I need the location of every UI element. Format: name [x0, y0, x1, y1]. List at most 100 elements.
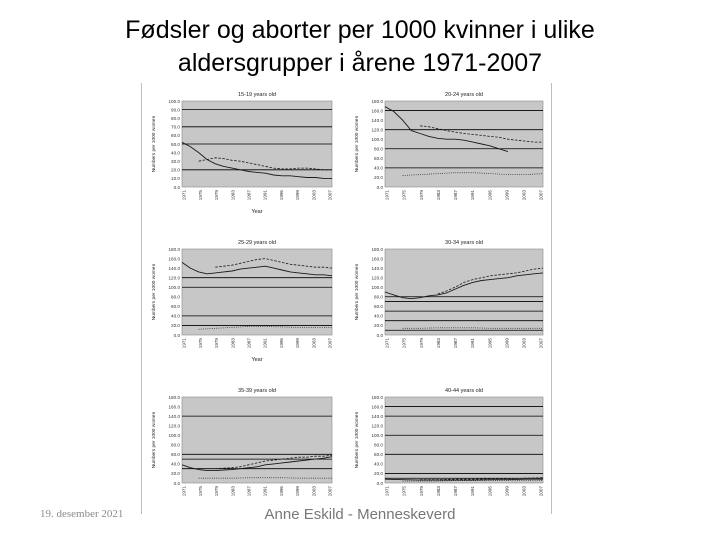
x-tick-label: 2007 — [328, 486, 333, 497]
x-tick-label: 1999 — [504, 338, 509, 349]
y-tick-label: 40.0 — [171, 462, 180, 467]
y-tick-label: 140.0 — [372, 414, 384, 419]
x-tick-label: 1987 — [453, 190, 458, 201]
y-tick-label: 60.0 — [171, 452, 180, 457]
x-tick-label: 1979 — [419, 486, 424, 497]
y-tick-label: 0.0 — [377, 481, 384, 486]
x-tick-label: 1971 — [385, 486, 390, 497]
x-axis-label: Year — [251, 209, 262, 215]
y-axis-label: Numbers per 1000 women — [151, 263, 157, 320]
x-tick-label: 1975 — [402, 338, 407, 349]
x-tick-label: 1979 — [214, 190, 219, 201]
x-tick-label: 1999 — [504, 190, 509, 201]
y-tick-label: 20.0 — [374, 471, 383, 476]
x-tick-label: 1999 — [504, 486, 509, 497]
y-tick-label: 160.0 — [169, 404, 181, 409]
y-tick-label: 40.0 — [374, 314, 383, 319]
chart-panel-6: 40-44 years old 180.0 160.0 140.0 120.0 100.0… — [354, 388, 544, 496]
y-tick-label: 140.0 — [169, 266, 181, 271]
series-line-1 — [181, 262, 333, 277]
y-tick-label: 0.0 — [174, 481, 181, 486]
series-line-3 — [402, 480, 543, 482]
x-tick-label: 1991 — [470, 338, 475, 349]
series-line-1 — [384, 478, 543, 481]
y-tick-label: 120.0 — [169, 423, 181, 428]
panel-title: 35-39 years old — [238, 388, 276, 394]
y-tick-label: 20.0 — [171, 323, 180, 328]
y-axis-label: Numbers per 1000 women — [354, 115, 360, 172]
x-tick-label: 1979 — [419, 338, 424, 349]
y-tick-label: 160.0 — [169, 256, 181, 261]
footer-author: Anne Eskild - Menneskeverd — [264, 506, 456, 523]
y-tick-label: 160.0 — [372, 108, 384, 113]
y-tick-label: 40.0 — [374, 166, 383, 171]
y-tick-label: 100.0 — [372, 285, 384, 290]
y-tick-label: 0.0 — [377, 185, 384, 190]
x-tick-label: 1991 — [470, 190, 475, 201]
y-axis-label: Numbers per 1000 women — [151, 115, 157, 172]
y-tick-label: 40.0 — [171, 314, 180, 319]
x-tick-label: 2003 — [311, 486, 316, 497]
plot-area — [384, 100, 544, 188]
y-tick-label: 60.0 — [171, 133, 180, 138]
plot-area — [384, 248, 544, 336]
y-tick-label: 60.0 — [171, 304, 180, 309]
panel-title: 15-19 years old — [238, 92, 276, 98]
y-tick-label: 50.0 — [171, 142, 180, 147]
y-tick-label: 20.0 — [171, 471, 180, 476]
x-tick-label: 1987 — [453, 338, 458, 349]
y-tick-label: 180.0 — [169, 395, 181, 400]
y-tick-label: 80.0 — [171, 116, 180, 121]
x-tick-label: 1995 — [279, 190, 284, 201]
x-tick-label: 1971 — [182, 338, 187, 349]
x-tick-label: 1971 — [182, 486, 187, 497]
x-tick-label: 1987 — [246, 338, 251, 349]
chart-panel-3: 25-29 years old 180.0 160.0 140.0 120.0 100.0… — [151, 240, 333, 363]
x-tick-label: 1971 — [385, 190, 390, 201]
x-tick-label: 1975 — [198, 338, 203, 349]
y-tick-label: 120.0 — [169, 275, 181, 280]
chart-panel-5: 35-39 years old 180.0 160.0 140.0 120.0 100.0… — [151, 388, 333, 496]
y-tick-label: 140.0 — [372, 266, 384, 271]
x-tick-label: 2007 — [539, 338, 544, 349]
y-tick-label: 80.0 — [374, 295, 383, 300]
x-tick-label: 1971 — [385, 338, 390, 349]
plot-area — [181, 248, 333, 336]
x-tick-label: 1983 — [436, 190, 441, 201]
x-tick-label: 2007 — [328, 190, 333, 201]
x-tick-label: 2007 — [328, 338, 333, 349]
x-tick-label: 2003 — [311, 338, 316, 349]
y-tick-label: 20.0 — [171, 168, 180, 173]
x-tick-label: 1999 — [295, 486, 300, 497]
series-line-2 — [420, 477, 544, 481]
chart-canvas: 15-19 years old 100.0 90.0 80.0 70.0 60.0 50.0… — [151, 92, 544, 496]
y-tick-label: 80.0 — [171, 295, 180, 300]
x-tick-label: 1999 — [295, 190, 300, 201]
series-line-3 — [198, 477, 332, 479]
footer-date: 19. desember 2021 — [40, 508, 124, 520]
x-tick-label: 2007 — [539, 190, 544, 201]
y-tick-label: 10.0 — [171, 176, 180, 181]
series-line-2 — [420, 125, 543, 143]
panel-chart-figure: 15-19 years old 100.0 90.0 80.0 70.0 60.0 50.0… — [141, 83, 552, 514]
y-tick-label: 180.0 — [372, 99, 384, 104]
y-tick-label: 60.0 — [374, 304, 383, 309]
slide-title-line-1: Fødsler og aborter per 1000 kvinner i ul… — [125, 16, 595, 44]
panel-title: 40-44 years old — [445, 388, 483, 394]
x-tick-label: 2003 — [521, 190, 526, 201]
y-tick-label: 0.0 — [174, 333, 181, 338]
x-tick-label: 1983 — [230, 338, 235, 349]
x-tick-label: 1975 — [198, 190, 203, 201]
y-tick-label: 80.0 — [171, 443, 180, 448]
chart-panel-1: 15-19 years old 100.0 90.0 80.0 70.0 60.0 50.0… — [151, 92, 333, 215]
x-tick-label: 2003 — [311, 190, 316, 201]
x-tick-label: 1995 — [487, 190, 492, 201]
slide-title: Fødsler og aborter per 1000 kvinner i ul… — [60, 14, 660, 80]
y-tick-label: 100.0 — [372, 137, 384, 142]
y-tick-label: 180.0 — [169, 247, 181, 252]
x-tick-label: 1995 — [279, 486, 284, 497]
series-line-1 — [384, 106, 509, 153]
chart-panel-4: 30-34 years old 180.0 160.0 140.0 120.0 100.0… — [354, 240, 544, 348]
x-tick-label: 1995 — [279, 338, 284, 349]
y-tick-label: 160.0 — [372, 404, 384, 409]
